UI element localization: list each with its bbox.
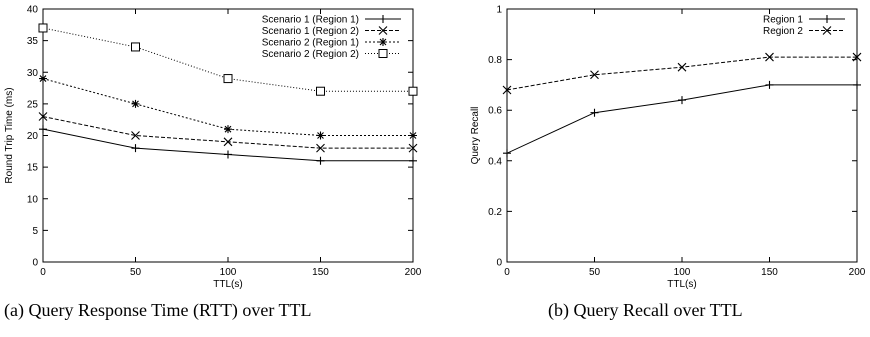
data-point xyxy=(316,131,325,140)
y-tick-label: 5 xyxy=(32,226,38,237)
x-tick-label: 50 xyxy=(589,267,601,278)
data-point xyxy=(316,156,325,165)
legend-marker xyxy=(378,26,388,35)
data-point xyxy=(853,80,861,89)
y-tick-label: 0.8 xyxy=(488,55,502,66)
data-point xyxy=(765,52,774,62)
x-axis-label: TTL(s) xyxy=(667,279,696,290)
data-point xyxy=(131,99,140,108)
data-point xyxy=(408,86,418,96)
legend-label: Scenario 1 (Region 1) xyxy=(262,15,359,26)
y-tick-label: 0.4 xyxy=(488,156,502,167)
data-point xyxy=(678,96,686,105)
legend-marker xyxy=(378,49,388,58)
data-point xyxy=(502,85,512,95)
data-point xyxy=(590,108,599,117)
legend-label: Scenario 2 (Region 1) xyxy=(262,38,359,49)
caption-left: (a) Query Response Time (RTT) over TTL xyxy=(4,300,312,320)
data-point xyxy=(39,125,47,134)
legend-label: Scenario 1 (Region 2) xyxy=(262,26,359,37)
data-point xyxy=(408,143,418,153)
series-4: Scenario 2 (Region 2) xyxy=(38,23,418,96)
y-tick-label: 30 xyxy=(27,68,39,79)
y-tick-label: 0.6 xyxy=(488,106,502,117)
data-point xyxy=(409,131,417,140)
data-point xyxy=(38,112,48,121)
plot-frame xyxy=(506,8,858,263)
y-tick-label: 35 xyxy=(27,36,39,47)
data-point xyxy=(131,131,140,140)
x-tick-label: 200 xyxy=(849,267,866,278)
series-1: Scenario 1 (Region 1) xyxy=(39,15,417,165)
x-tick-label: 100 xyxy=(674,267,691,278)
y-tick-label: 1 xyxy=(496,5,502,16)
legend-marker xyxy=(379,38,387,46)
data-point xyxy=(765,80,774,89)
x-tick-label: 200 xyxy=(405,267,422,278)
series-3: Scenario 2 (Region 1) xyxy=(39,38,417,140)
x-tick-label: 50 xyxy=(130,267,142,278)
y-tick-label: 10 xyxy=(27,194,39,205)
data-point xyxy=(224,150,232,159)
data-point xyxy=(224,125,232,134)
y-tick-label: 0 xyxy=(496,258,502,269)
legend-label: Region 2 xyxy=(763,26,803,37)
data-point xyxy=(316,86,325,96)
y-tick-label: 0.2 xyxy=(488,207,502,218)
x-axis-label: TTL(s) xyxy=(213,279,242,290)
y-tick-label: 20 xyxy=(27,131,39,142)
x-tick-label: 150 xyxy=(312,267,329,278)
x-tick-label: 0 xyxy=(40,267,46,278)
data-point xyxy=(852,52,862,62)
data-point xyxy=(38,23,48,33)
x-tick-label: 100 xyxy=(220,267,237,278)
data-point xyxy=(131,42,140,52)
y-tick-label: 40 xyxy=(27,5,39,16)
x-tick-label: 150 xyxy=(761,267,778,278)
caption-right: (b) Query Recall over TTL xyxy=(548,300,743,320)
y-tick-label: 0 xyxy=(32,258,38,269)
data-point xyxy=(503,149,511,158)
data-point xyxy=(316,143,325,153)
legend-marker xyxy=(822,26,832,35)
series-line xyxy=(506,84,857,154)
y-tick-label: 25 xyxy=(27,99,39,110)
data-point xyxy=(677,62,687,72)
chart-recall: 0 0.2 0.4 0.6 0.8 1 0 50 100 150 200 TTL(s) Query Re… xyxy=(470,5,866,291)
data-point xyxy=(590,70,599,80)
series-2: Scenario 1 (Region 2) xyxy=(38,26,418,153)
legend-label: Region 1 xyxy=(763,15,803,26)
chart-rtt: 0 5 10 15 20 25 30 35 40 0 50 100 150 200 TTL(s) Round … xyxy=(4,5,422,291)
data-point xyxy=(409,156,417,165)
legend-marker xyxy=(379,15,387,23)
series-2: Region 2 xyxy=(502,26,862,95)
data-point xyxy=(223,74,233,84)
data-point xyxy=(131,144,140,153)
data-point xyxy=(223,137,233,147)
y-axis-label: Query Recall xyxy=(470,107,481,165)
y-tick-label: 15 xyxy=(27,163,39,174)
y-axis-label: Round Trip Time (ms) xyxy=(4,87,15,183)
series-1: Region 1 xyxy=(503,15,861,158)
data-point xyxy=(39,74,47,83)
x-tick-label: 0 xyxy=(504,267,510,278)
legend-label: Scenario 2 (Region 2) xyxy=(262,49,359,60)
legend-marker xyxy=(823,15,831,23)
